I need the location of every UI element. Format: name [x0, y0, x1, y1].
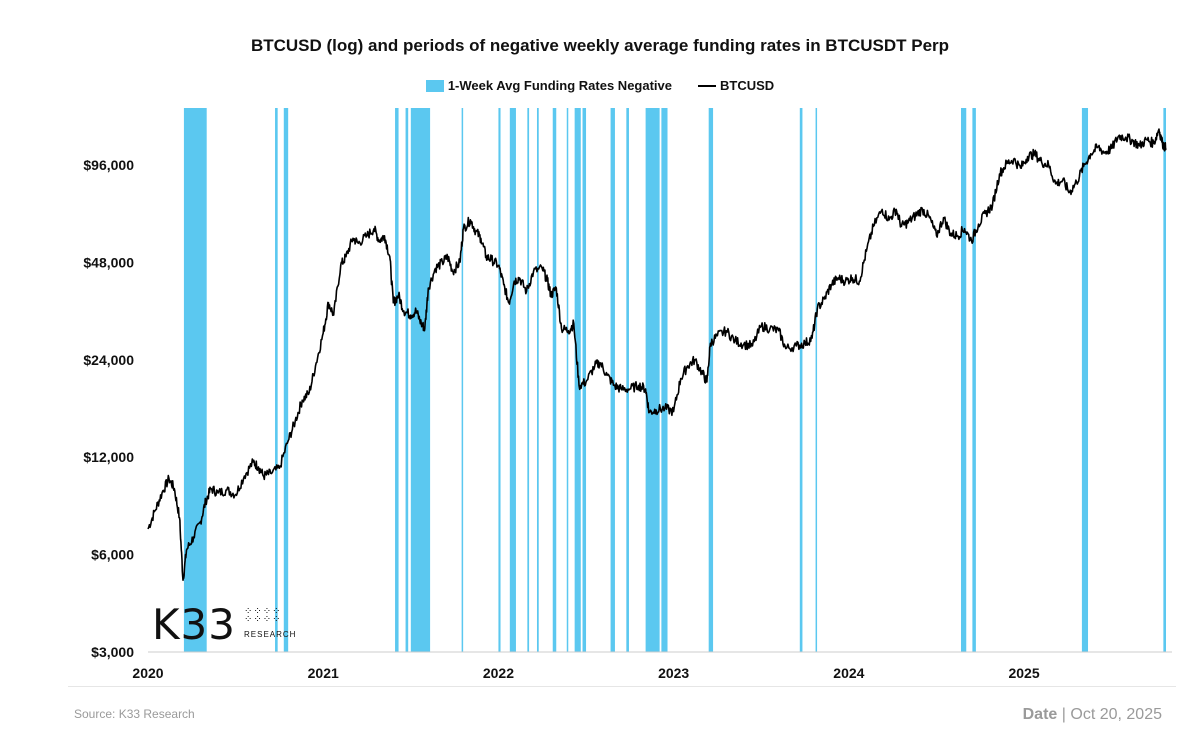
chart-title: BTCUSD (log) and periods of negative wee…	[250, 36, 950, 55]
logo-text: K33	[152, 600, 236, 649]
y-tick-label-2: $12,000	[83, 449, 134, 465]
negative-funding-band-24	[1081, 108, 1089, 652]
legend-swatch-bar	[425, 79, 444, 92]
legend-item-negative-funding: 1-Week Avg Funding Rates Negative	[425, 78, 672, 93]
x-tick-label-3: 2023	[658, 665, 689, 681]
footer-divider	[68, 686, 1176, 687]
negative-funding-band-9	[527, 108, 530, 652]
negative-funding-band-18	[661, 108, 668, 652]
y-tick-label-4: $48,000	[83, 254, 134, 270]
negative-funding-band-17	[645, 108, 660, 652]
negative-funding-band-19	[708, 108, 714, 652]
legend-label-btcusd: BTCUSD	[720, 78, 775, 93]
x-tick-label-2: 2022	[483, 665, 514, 681]
x-tick-label-0: 2020	[132, 665, 163, 681]
legend-item-btcusd: BTCUSD	[698, 78, 774, 93]
negative-funding-band-3	[395, 108, 399, 652]
negative-funding-band-2	[283, 108, 289, 652]
x-tick-label-4: 2024	[833, 665, 864, 681]
negative-funding-band-12	[566, 108, 569, 652]
negative-funding-band-1	[275, 108, 278, 652]
negative-funding-band-20	[799, 108, 803, 652]
logo-mark: ⁘⁘⁘⁘ ⁘⁘⁘⁘ RESEARCH	[244, 606, 297, 640]
negative-funding-band-25	[1163, 108, 1166, 652]
negative-funding-band-6	[461, 108, 464, 652]
source-note: Source: K33 Research	[74, 707, 195, 721]
x-tick-label-5: 2025	[1008, 665, 1039, 681]
negative-funding-band-16	[626, 108, 629, 652]
date-value: Oct 20, 2025	[1070, 706, 1162, 723]
date-label: Date	[1022, 706, 1058, 723]
negative-funding-band-13	[574, 108, 581, 652]
negative-funding-band-4	[405, 108, 409, 652]
y-tick-label-1: $6,000	[91, 547, 134, 563]
negative-funding-band-21	[815, 108, 818, 652]
logo-subtitle: RESEARCH	[244, 630, 297, 639]
k33-logo: K33 ⁘⁘⁘⁘ ⁘⁘⁘⁘ RESEARCH	[152, 604, 296, 646]
negative-funding-band-0	[183, 108, 207, 652]
negative-funding-band-7	[498, 108, 501, 652]
logo-dots-icon: ⁘⁘⁘⁘ ⁘⁘⁘⁘	[244, 606, 282, 625]
legend-swatch-line	[698, 84, 716, 87]
negative-funding-band-5	[410, 108, 431, 652]
chart-legend: 1-Week Avg Funding Rates Negative BTCUSD	[0, 78, 1200, 93]
legend-label-negative-funding: 1-Week Avg Funding Rates Negative	[447, 78, 672, 93]
y-tick-label-5: $96,000	[83, 157, 134, 173]
date-stamp: Date | Oct 20, 2025	[1023, 706, 1162, 724]
x-tick-label-1: 2021	[308, 665, 339, 681]
negative-funding-band-23	[972, 108, 976, 652]
negative-funding-band-22	[960, 108, 967, 652]
negative-funding-band-10	[536, 108, 539, 652]
negative-funding-band-8	[509, 108, 516, 652]
y-tick-label-0: $3,000	[91, 644, 134, 660]
negative-funding-band-11	[552, 108, 557, 652]
date-separator: |	[1061, 706, 1066, 723]
y-tick-label-3: $24,000	[83, 352, 134, 368]
btcusd-price-line	[147, 128, 1167, 581]
